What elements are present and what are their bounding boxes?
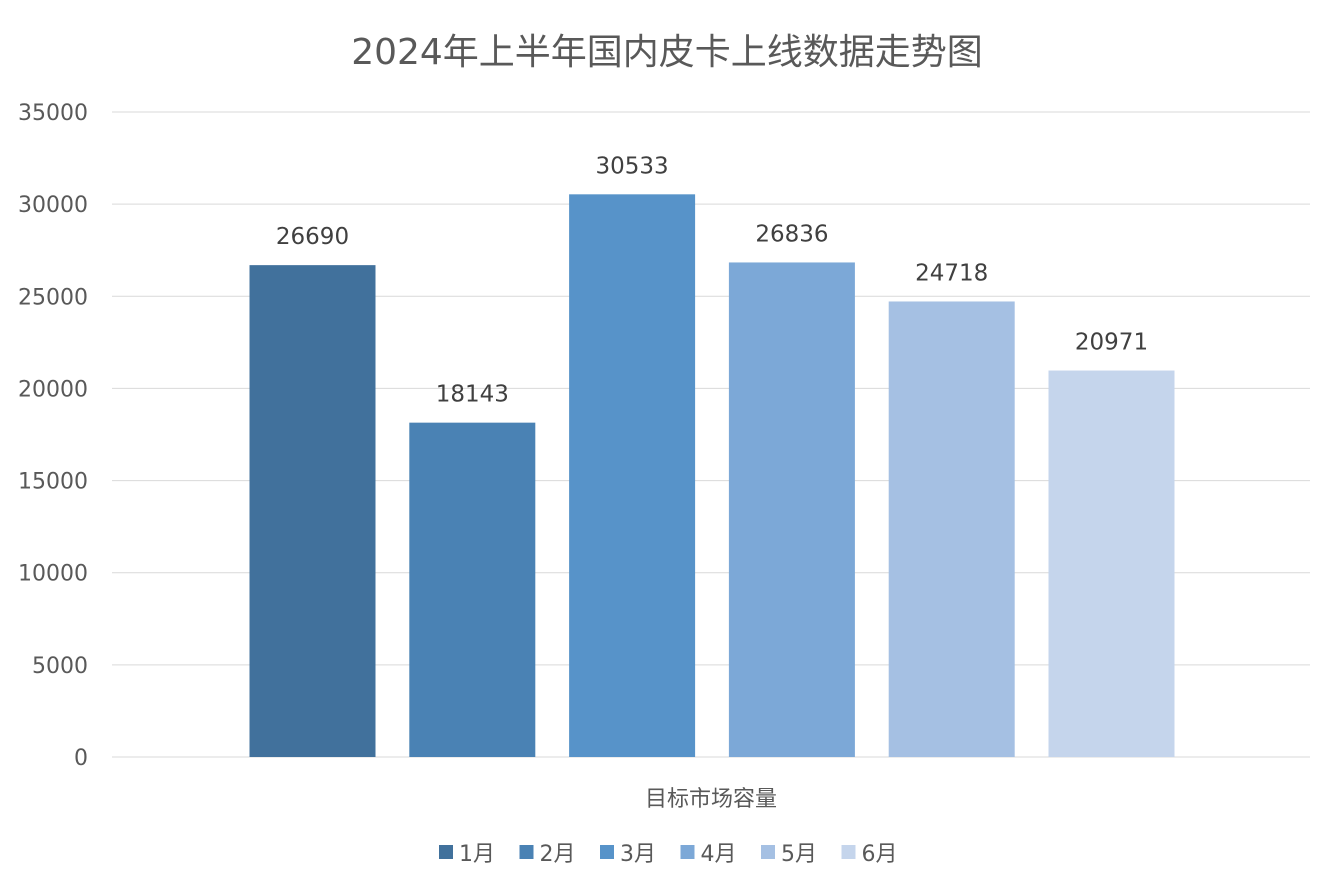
bar-4 <box>728 262 855 757</box>
bar-5 <box>888 301 1015 757</box>
x-axis-label: 目标市场容量 <box>645 787 777 812</box>
legend-swatch <box>519 845 534 859</box>
legend-label: 3月 <box>620 842 656 867</box>
data-label: 26836 <box>755 221 828 247</box>
y-tick-label: 35000 <box>18 101 88 126</box>
bar-1 <box>249 265 376 757</box>
y-tick-label: 20000 <box>18 377 88 402</box>
data-label: 30533 <box>596 153 669 179</box>
legend-label: 5月 <box>781 842 817 867</box>
y-tick-label: 30000 <box>18 193 88 218</box>
data-label: 20971 <box>1075 330 1148 356</box>
data-label: 26690 <box>276 224 349 250</box>
legend: 1月 2月 3月 4月 5月 6月 <box>439 842 898 867</box>
data-label: 24718 <box>915 260 988 286</box>
legend-swatch <box>761 845 775 859</box>
bar-6 <box>1048 370 1175 757</box>
bar-series <box>249 194 1175 757</box>
legend-label: 1月 <box>459 842 495 867</box>
bar-3 <box>569 194 696 757</box>
legend-swatch <box>841 845 856 859</box>
y-axis-ticks: 0 5000 10000 15000 20000 25000 30000 35000 <box>18 101 88 771</box>
legend-label: 4月 <box>701 842 737 867</box>
data-labels: 26690 18143 30533 26836 24718 20971 <box>276 153 1148 407</box>
y-tick-label: 15000 <box>18 470 88 495</box>
legend-swatch <box>439 845 453 859</box>
data-label: 18143 <box>436 382 509 408</box>
y-tick-label: 5000 <box>32 654 88 679</box>
legend-label: 2月 <box>540 842 576 867</box>
bar-2 <box>409 422 536 757</box>
y-tick-label: 0 <box>74 746 88 771</box>
legend-swatch <box>600 845 614 859</box>
legend-label: 6月 <box>862 842 898 867</box>
legend-swatch <box>680 845 695 859</box>
y-tick-label: 25000 <box>18 285 88 310</box>
chart-title: 2024年上半年国内皮卡上线数据走势图 <box>351 32 983 73</box>
y-tick-label: 10000 <box>18 562 88 587</box>
